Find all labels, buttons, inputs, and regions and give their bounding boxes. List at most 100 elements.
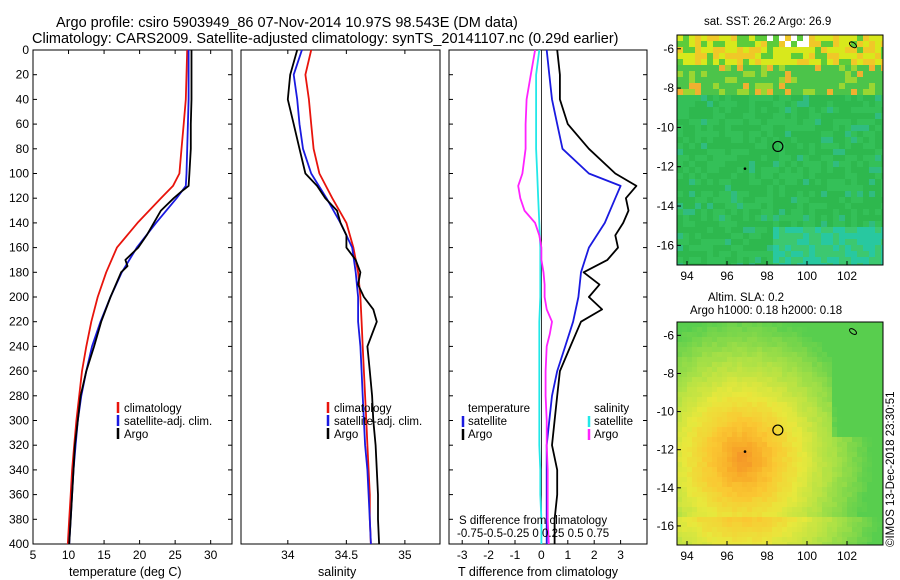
map-cell [827,397,833,403]
map-cell [809,245,816,252]
map-cell [815,155,822,162]
map-cell [731,245,738,252]
map-cell [757,512,763,518]
map-cell [779,179,786,186]
map-cell [725,101,732,108]
map-cell [877,407,883,413]
map-cell [737,209,744,216]
map-cell [677,527,683,533]
map-cell [797,221,804,228]
map-cell [719,263,726,266]
map-cell [752,362,758,368]
map-cell [827,197,834,204]
map-cell [762,487,768,493]
map-cell [845,89,852,96]
map-cell [787,497,793,503]
map-cell [832,542,838,546]
map-cell [827,185,834,192]
map-cell [712,467,718,473]
map-cell [717,362,723,368]
map-cell [807,347,813,353]
map-cell [752,422,758,428]
map-cell [852,422,858,428]
map-cell [707,101,714,108]
map-cell [797,472,803,478]
map-cell [839,131,846,138]
map-cell [773,263,780,266]
map-cell [773,65,780,72]
map-cell [837,447,843,453]
map-cell [755,107,762,114]
map-cell [797,101,804,108]
map-cell [767,155,774,162]
map-cell [839,35,846,42]
map-cell [817,452,823,458]
map-cell [767,422,773,428]
map-cell [677,442,683,448]
map-cell [743,179,750,186]
map-cell [725,167,732,174]
map-cell [827,113,834,120]
map-cell [731,113,738,120]
map-cell [727,372,733,378]
map-cell [867,492,873,498]
map-cell [797,447,803,453]
map-cell [779,35,786,42]
map-cell [713,125,720,132]
map-cell [782,327,788,333]
map-cell [767,257,774,264]
map-cell [752,487,758,493]
map-cell [767,245,774,252]
map-cell [752,397,758,403]
map-cell [695,245,702,252]
map-cell [722,347,728,353]
map-cell [815,239,822,246]
map-cell [737,53,744,60]
map-cell [851,53,858,60]
map-cell [802,492,808,498]
map-cell [701,263,708,266]
map-cell [875,107,882,114]
map-cell [787,372,793,378]
map-cell [822,507,828,513]
map-cell [797,387,803,393]
map-cell [821,149,828,156]
map-cell [692,487,698,493]
map-cell [787,402,793,408]
map-cell [832,322,838,328]
map-cell [815,107,822,114]
map-cell [862,352,868,358]
map-cell [867,427,873,433]
map-cell [687,392,693,398]
map-cell [725,125,732,132]
map-cell [847,457,853,463]
map-cell [837,457,843,463]
map-cell [701,257,708,264]
map-cell [757,332,763,338]
map-cell [701,227,708,234]
map-cell [872,507,878,513]
map-cell [757,522,763,528]
map-cell [687,517,693,523]
map-cell [803,209,810,216]
map-cell [857,367,863,373]
salinity-plot-frame [240,49,441,545]
map-cell [683,53,690,60]
map-cell [803,251,810,258]
x-tick-label: -1 [510,548,521,562]
map-cell [743,155,750,162]
map-cell [701,149,708,156]
y-tick-label: -10 [657,120,675,134]
map-cell [792,507,798,513]
map-cell [803,41,810,48]
map-cell [717,467,723,473]
map-cell [743,113,750,120]
map-cell [737,101,744,108]
map-cell [773,179,780,186]
map-cell [742,427,748,433]
map-cell [772,512,778,518]
map-cell [867,502,873,508]
map-cell [727,482,733,488]
map-cell [851,197,858,204]
x-tick-label: 100 [797,269,817,283]
